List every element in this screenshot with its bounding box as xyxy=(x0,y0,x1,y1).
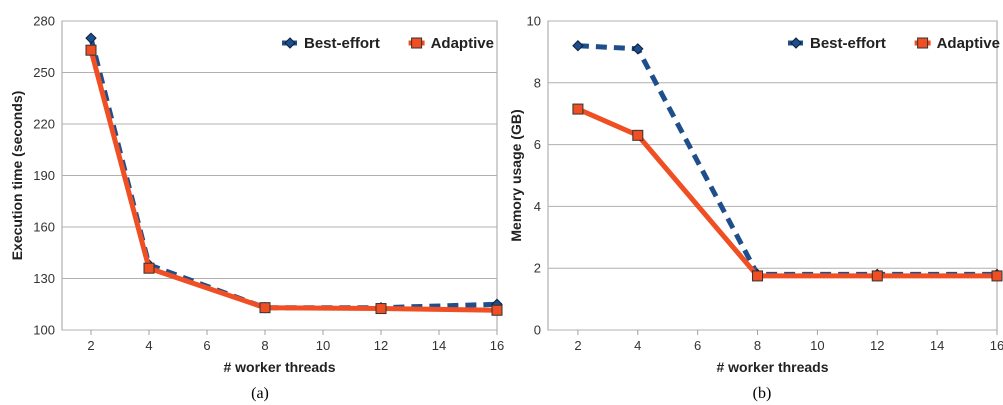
chart-1-legend: Best-effort Adaptive xyxy=(282,35,494,52)
chart-1-point-adaptive xyxy=(86,45,96,55)
chart-2-y-tick-label: 0 xyxy=(534,323,541,338)
chart-1-x-tick-label: 16 xyxy=(490,338,504,353)
chart-1-legend-marker xyxy=(285,38,295,48)
chart-1-y-tick-label: 160 xyxy=(33,220,55,235)
chart-1-legend-marker xyxy=(412,38,422,48)
chart-2-x-tick-label: 8 xyxy=(754,338,761,353)
chart-1-x-tick-label: 8 xyxy=(261,338,268,353)
chart-1-y-tick-label: 190 xyxy=(33,168,55,183)
chart-2-point-adaptive xyxy=(992,271,1002,281)
chart-1-y-tick-label: 280 xyxy=(33,14,55,29)
chart-1-x-tick-label: 6 xyxy=(203,338,210,353)
chart-1: 100 130 160 190 220 250 280 2 4 6 8 10 12 14 16 # worke… xyxy=(9,14,504,403)
chart-1-legend-label: Best-effort xyxy=(304,35,380,52)
chart-1-point-adaptive xyxy=(492,305,502,315)
chart-1-y-tick-label: 220 xyxy=(33,117,55,132)
chart-1-y-axis-label: Execution time (seconds) xyxy=(9,91,25,261)
chart-1-legend-label: Adaptive xyxy=(431,35,494,52)
chart-2-plot-frame xyxy=(548,21,997,330)
chart-2-series-best-effort-line xyxy=(578,46,997,275)
chart-2-legend-label: Best-effort xyxy=(810,35,886,52)
chart-2-point-adaptive xyxy=(872,271,882,281)
chart-2-y-tick-label: 2 xyxy=(534,261,541,276)
chart-2-y-axis-label: Memory usage (GB) xyxy=(508,109,524,241)
chart-2-x-tick-label: 10 xyxy=(810,338,824,353)
chart-1-point-adaptive xyxy=(260,303,270,313)
chart-2-x-tick-label: 4 xyxy=(634,338,641,353)
chart-1-point-adaptive xyxy=(144,263,154,273)
chart-2: 0 2 4 6 8 10 2 4 6 8 10 12 14 16 # worker threads Memor… xyxy=(508,14,1003,403)
chart-1-x-tick-label: 2 xyxy=(87,338,94,353)
chart-2-legend-marker xyxy=(918,38,928,48)
chart-2-point-adaptive xyxy=(633,130,643,140)
chart-2-x-tick-label: 12 xyxy=(870,338,884,353)
chart-2-x-tick-label: 16 xyxy=(990,338,1003,353)
chart-2-legend-marker xyxy=(791,38,801,48)
chart-2-y-tick-label: 4 xyxy=(534,199,541,214)
chart-1-x-tick-label: 12 xyxy=(374,338,388,353)
chart-1-y-tick-label: 130 xyxy=(33,271,55,286)
chart-2-x-tick-label: 2 xyxy=(574,338,581,353)
chart-2-y-tick-label: 6 xyxy=(534,137,541,152)
chart-2-point-best-effort xyxy=(573,41,583,51)
chart-2-legend-label: Adaptive xyxy=(937,35,1000,52)
chart-1-y-tick-label: 100 xyxy=(33,323,55,338)
chart-1-x-tick-label: 14 xyxy=(432,338,446,353)
chart-2-x-axis-label: # worker threads xyxy=(716,359,828,375)
chart-1-caption: (a) xyxy=(251,385,269,402)
chart-1-x-tick-label: 4 xyxy=(145,338,152,353)
chart-2-caption: (b) xyxy=(753,385,772,402)
chart-2-point-adaptive xyxy=(573,104,583,114)
chart-2-x-tick-label: 14 xyxy=(930,338,944,353)
chart-1-x-axis-label: # worker threads xyxy=(223,359,335,375)
chart-2-point-adaptive xyxy=(753,271,763,281)
chart-1-x-tick-label: 10 xyxy=(316,338,330,353)
chart-2-x-tick-label: 6 xyxy=(694,338,701,353)
chart-1-y-tick-label: 250 xyxy=(33,65,55,80)
chart-2-y-tick-label: 8 xyxy=(534,75,541,90)
chart-1-point-adaptive xyxy=(376,304,386,314)
chart-2-y-tick-label: 10 xyxy=(527,14,541,29)
chart-1-point-best-effort xyxy=(86,33,96,43)
chart-2-legend: Best-effort Adaptive xyxy=(788,35,1000,52)
